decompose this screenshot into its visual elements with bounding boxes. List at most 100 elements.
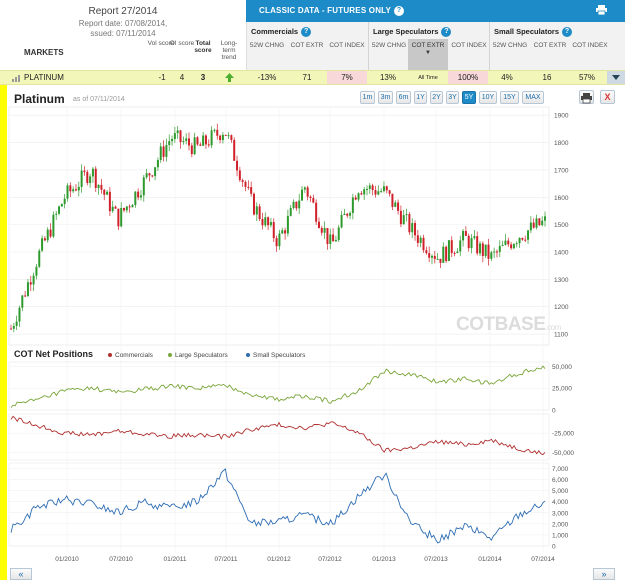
range-button-3y[interactable]: 3Y xyxy=(446,91,459,104)
help-icon[interactable]: ? xyxy=(562,27,573,38)
candle-body xyxy=(210,130,213,146)
group-title: Commercials? xyxy=(251,27,312,38)
help-icon[interactable]: ? xyxy=(301,27,312,38)
range-button-3m[interactable]: 3m xyxy=(378,91,393,104)
range-button-15y[interactable]: 15Y xyxy=(500,91,519,104)
ss-52w-chng-header[interactable]: 52W CHNG xyxy=(492,42,528,49)
legend-commercials[interactable]: Commercials xyxy=(108,352,153,359)
group-title: Small Speculators? xyxy=(494,27,573,38)
comm-cot-index-header[interactable]: COT INDEX xyxy=(329,42,365,49)
cot-y-tick-label: 7,000 xyxy=(552,466,569,473)
candle-body xyxy=(165,144,168,157)
candle-body xyxy=(103,189,106,195)
range-button-2y[interactable]: 2Y xyxy=(430,91,443,104)
candle-body xyxy=(176,130,179,134)
candle-body xyxy=(142,177,145,196)
candle-body xyxy=(66,185,69,199)
print-chart-button[interactable] xyxy=(579,90,594,104)
comm-cot-extr-header[interactable]: COT EXTR xyxy=(290,42,324,49)
candle-body xyxy=(60,203,63,207)
x-tick-label: 01/2014 xyxy=(478,556,502,563)
total-score-header: Total score xyxy=(194,40,212,54)
price-y-tick-label: 1400 xyxy=(554,249,569,256)
candle-body xyxy=(52,214,55,237)
candle-body xyxy=(371,185,374,190)
candle-body xyxy=(303,187,306,190)
range-button-max[interactable]: MAX xyxy=(522,91,544,104)
candle-body xyxy=(18,307,21,322)
ls-cot-extr-header[interactable]: COT EXTR ▼ xyxy=(408,39,448,70)
classic-data-banner: CLASSIC DATA - FUTURES ONLY? xyxy=(246,0,625,22)
group-small-speculators: Small Speculators? 52W CHNG COT EXTR COT… xyxy=(490,22,625,70)
candle-body xyxy=(354,197,357,200)
help-icon[interactable]: ? xyxy=(441,27,452,38)
candle-body xyxy=(106,191,109,195)
candle-body xyxy=(173,133,176,140)
print-icon[interactable] xyxy=(596,5,607,15)
legend-marker xyxy=(168,353,172,358)
candle-body xyxy=(320,227,323,233)
candle-body xyxy=(94,168,97,188)
range-button-5y[interactable]: 5Y xyxy=(462,91,476,104)
ls-cot-index-header[interactable]: COT INDEX xyxy=(451,42,487,49)
legend-marker xyxy=(246,353,250,358)
candle-body xyxy=(145,173,148,178)
trader-groups: Commercials? 52W CHNG COT EXTR COT INDEX… xyxy=(246,22,625,70)
range-button-6m[interactable]: 6m xyxy=(396,91,411,104)
candle-body xyxy=(24,295,27,297)
candle-body xyxy=(247,186,250,188)
market-name[interactable]: PLATINUM xyxy=(24,73,64,82)
candle-body xyxy=(464,231,467,236)
ls-52w-chng-header[interactable]: 52W CHNG xyxy=(371,42,407,49)
candle-body xyxy=(221,134,224,141)
group-large-speculators: Large Speculators? 52W CHNG COT EXTR ▼ CO… xyxy=(369,22,490,70)
candle-body xyxy=(275,238,278,247)
candle-body xyxy=(459,240,462,252)
help-icon[interactable]: ? xyxy=(394,6,405,16)
sort-caret-icon: ▼ xyxy=(425,50,431,56)
ss-cot-index-header[interactable]: COT INDEX xyxy=(572,42,608,49)
candle-body xyxy=(405,214,408,216)
candle-body xyxy=(120,207,123,227)
candle-body xyxy=(538,218,541,226)
cot-series-line-small-specs xyxy=(10,468,546,544)
cot-panel-frame-commercials xyxy=(8,413,550,461)
scroll-right-button[interactable]: » xyxy=(593,568,615,580)
candle-body xyxy=(306,187,309,197)
candle-body xyxy=(527,230,530,240)
range-button-10y[interactable]: 10Y xyxy=(479,91,497,104)
ss-52w-chng: 4% xyxy=(501,73,513,82)
candle-body xyxy=(428,253,431,258)
legend-small-speculators[interactable]: Small Speculators xyxy=(246,352,305,359)
candle-body xyxy=(301,189,304,201)
price-y-tick-label: 1900 xyxy=(554,113,569,120)
candle-body xyxy=(479,243,482,254)
candle-body xyxy=(241,180,244,182)
candle-body xyxy=(89,176,92,183)
candle-body xyxy=(343,213,346,215)
candle-body xyxy=(425,250,428,254)
range-button-1y[interactable]: 1Y xyxy=(414,91,427,104)
candle-body xyxy=(295,201,298,209)
candle-body xyxy=(267,217,270,226)
cot-y-tick-label: 0 xyxy=(552,408,556,415)
table-row[interactable]: PLATINUM -1 4 3 -13% 71 7% 13% All Time … xyxy=(0,70,625,85)
candle-body xyxy=(204,135,207,145)
candle-body xyxy=(377,191,380,195)
comm-52w-chng-header[interactable]: 52W CHNG xyxy=(249,42,285,49)
candle-body xyxy=(374,189,377,195)
cot-net-positions-title: COT Net Positions xyxy=(14,349,94,359)
x-tick-label: 01/2012 xyxy=(267,556,291,563)
candle-body xyxy=(43,238,46,241)
candle-body xyxy=(69,185,72,192)
legend-large-speculators[interactable]: Large Speculators xyxy=(168,352,228,359)
candle-body xyxy=(504,240,507,245)
ss-cot-extr-header[interactable]: COT EXTR xyxy=(533,42,567,49)
candle-body xyxy=(323,227,326,233)
close-chart-button[interactable]: X xyxy=(600,90,615,104)
candle-body xyxy=(439,258,442,263)
oi-score-header: OI score xyxy=(169,40,195,47)
range-button-1m[interactable]: 1m xyxy=(360,91,375,104)
scroll-left-button[interactable]: « xyxy=(10,568,32,580)
expand-row-button[interactable] xyxy=(607,71,625,84)
